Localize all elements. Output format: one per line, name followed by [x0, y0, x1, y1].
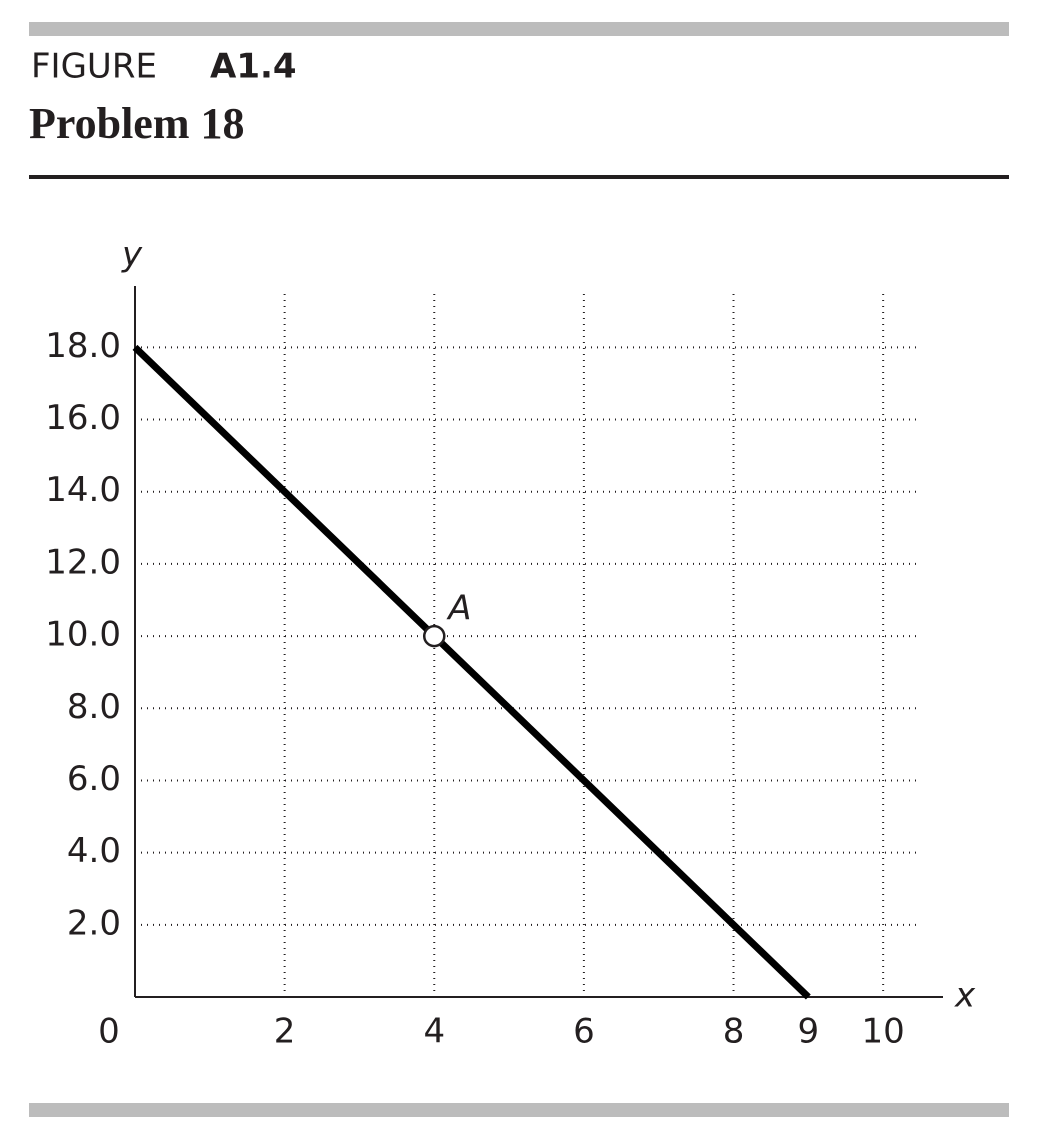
figure-label: FIGURE	[31, 47, 157, 87]
line	[132, 344, 811, 1000]
y-tick-label: 4.0	[67, 831, 121, 871]
y-tick-label: 10.0	[45, 615, 121, 655]
y-axis-label: y	[121, 235, 143, 275]
top-bar	[29, 22, 1009, 36]
x-tick-label: 8	[723, 1012, 745, 1052]
y-tick-label: 14.0	[45, 470, 121, 510]
x-tick-label: 0	[98, 1012, 120, 1052]
bottom-bar	[29, 1103, 1009, 1117]
figure-title: Problem 18	[29, 99, 245, 148]
x-tick-label: 6	[573, 1012, 595, 1052]
y-tick-label: 16.0	[45, 398, 121, 438]
figure-number: A1.4	[210, 47, 297, 87]
title-rule	[29, 175, 1009, 179]
point-label: A	[446, 589, 471, 629]
x-tick-label: 9	[798, 1012, 820, 1052]
x-tick-label: 4	[423, 1012, 445, 1052]
point	[423, 624, 446, 648]
plot: y x 2.0 4.0 6.0 8.0 10.0 12.0 14.0 16.0 18.0 0 2 4 6 8 9…	[45, 235, 976, 1052]
y-tick-label: 12.0	[45, 542, 121, 582]
y-tick-label: 8.0	[67, 687, 121, 727]
x-tick-label: 2	[274, 1012, 296, 1052]
x-tick-label: 10	[862, 1012, 905, 1052]
y-tick-label: 6.0	[67, 759, 121, 799]
y-tick-label: 2.0	[67, 903, 121, 943]
x-axis-label: x	[954, 976, 976, 1016]
y-tick-label: 18.0	[45, 326, 121, 366]
